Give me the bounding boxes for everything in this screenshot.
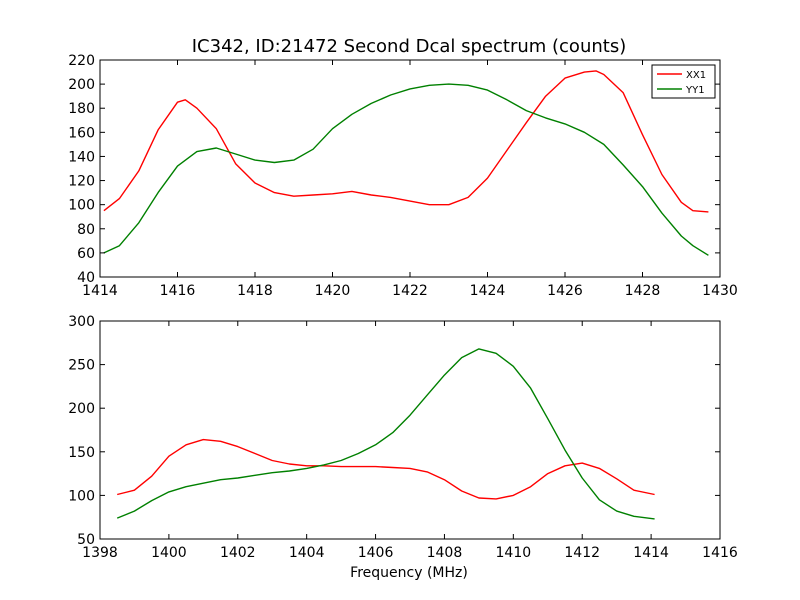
y-tick-label: 160 — [68, 125, 95, 141]
y-tick-label: 250 — [68, 358, 95, 374]
figure-title: IC342, ID:21472 Second Dcal spectrum (co… — [192, 36, 626, 57]
legend-box — [651, 64, 716, 99]
x-tick-label: 1416 — [702, 545, 738, 561]
y-tick-label: 300 — [68, 314, 95, 330]
x-tick-label: 1412 — [564, 545, 600, 561]
y-tick-label: 150 — [68, 445, 95, 461]
y-tick-label: 50 — [77, 532, 95, 548]
x-axis-label: Frequency (MHz) — [350, 565, 468, 581]
x-tick-label: 1398 — [82, 545, 118, 561]
y-tick-label: 100 — [68, 198, 95, 214]
x-tick-label: 1402 — [220, 545, 256, 561]
legend-label-xx1: XX1 — [686, 70, 706, 81]
x-tick-label: 1428 — [625, 283, 661, 299]
x-tick-label: 1422 — [392, 283, 428, 299]
x-tick-label: 1414 — [633, 545, 669, 561]
x-tick-label: 1414 — [82, 283, 118, 299]
x-tick-label: 1400 — [151, 545, 187, 561]
y-tick-label: 60 — [77, 246, 95, 262]
x-tick-label: 1418 — [237, 283, 273, 299]
x-tick-label: 1420 — [315, 283, 351, 299]
x-tick-label: 1416 — [160, 283, 196, 299]
y-tick-label: 40 — [77, 270, 95, 286]
x-tick-label: 1424 — [470, 283, 506, 299]
y-tick-label: 180 — [68, 101, 95, 117]
series-line-2-1 — [117, 438, 655, 500]
plot-panel-2: 1398 1400 1402 1404 1406 1408 1410 1412 1414 1416… — [68, 314, 738, 561]
x-tick-label: 1404 — [289, 545, 325, 561]
series-line-yy1 — [103, 83, 709, 256]
plot-panel-1: 1414 1416 1418 1420 1422 1424 1426 1428 1430 40 60… — [68, 53, 738, 299]
y-tick-label: 140 — [68, 149, 95, 165]
x-tick-label: 1408 — [427, 545, 463, 561]
y-tick-label: 200 — [68, 401, 95, 417]
x-tick-label: 1406 — [358, 545, 394, 561]
y-tick-label: 200 — [68, 77, 95, 93]
x-tick-label: 1430 — [702, 283, 738, 299]
x-tick-label: 1426 — [547, 283, 583, 299]
y-tick-label: 100 — [68, 488, 95, 504]
series-line-2-2 — [116, 348, 655, 520]
legend-label-yy1: YY1 — [685, 85, 705, 96]
y-tick-label: 220 — [68, 53, 95, 69]
y-tick-label: 120 — [68, 174, 95, 190]
axes-frame — [99, 320, 721, 540]
series-line-xx1 — [103, 70, 709, 213]
x-tick-label: 1410 — [496, 545, 532, 561]
plots: 1414 1416 1418 1420 1422 1424 1426 1428 1430 40 60… — [68, 53, 738, 561]
y-tick-label: 80 — [77, 222, 95, 238]
